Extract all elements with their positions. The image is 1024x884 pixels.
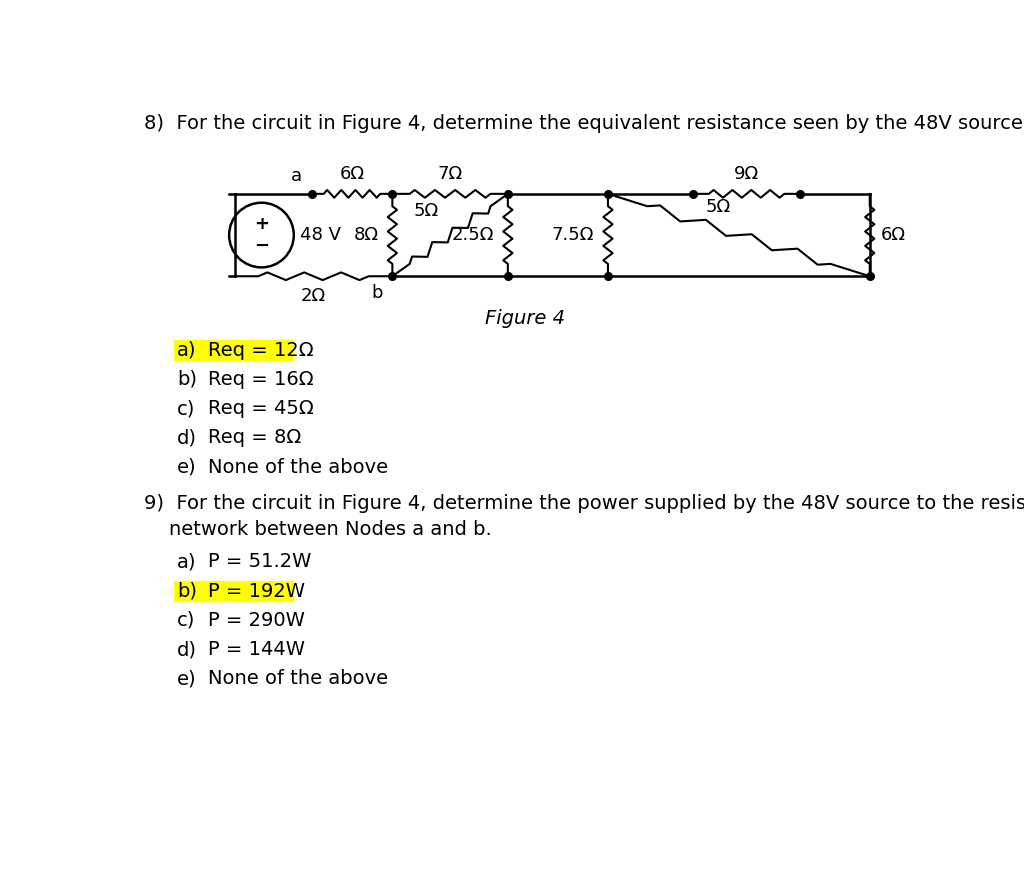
Text: 7.5Ω: 7.5Ω — [552, 226, 594, 244]
Text: e): e) — [177, 458, 197, 476]
Text: Req = 8Ω: Req = 8Ω — [208, 429, 301, 447]
Text: 2Ω: 2Ω — [301, 287, 326, 305]
Text: P = 290W: P = 290W — [208, 611, 304, 630]
Text: None of the above: None of the above — [208, 669, 388, 689]
Text: a): a) — [177, 552, 197, 571]
Text: None of the above: None of the above — [208, 458, 388, 476]
Text: b): b) — [177, 370, 197, 389]
Text: −: − — [254, 237, 269, 255]
Text: 6Ω: 6Ω — [339, 165, 365, 183]
Text: 48 V: 48 V — [300, 226, 341, 244]
Text: P = 144W: P = 144W — [208, 640, 304, 659]
Text: Req = 45Ω: Req = 45Ω — [208, 400, 313, 418]
FancyBboxPatch shape — [174, 340, 293, 360]
Text: 5Ω: 5Ω — [706, 198, 731, 216]
Text: Req = 16Ω: Req = 16Ω — [208, 370, 313, 389]
Text: b): b) — [177, 582, 197, 601]
Text: b: b — [372, 284, 383, 302]
Text: e): e) — [177, 669, 197, 689]
Text: c): c) — [177, 400, 196, 418]
Text: 9)  For the circuit in Figure 4, determine the power supplied by the 48V source : 9) For the circuit in Figure 4, determin… — [144, 494, 1024, 513]
Text: network between Nodes a and b.: network between Nodes a and b. — [144, 521, 493, 539]
Text: +: + — [254, 216, 269, 233]
Text: c): c) — [177, 611, 196, 630]
Text: 6Ω: 6Ω — [881, 226, 905, 244]
FancyBboxPatch shape — [174, 581, 293, 601]
Text: 5Ω: 5Ω — [414, 202, 438, 219]
Text: a: a — [291, 166, 302, 185]
Text: 8Ω: 8Ω — [353, 226, 379, 244]
Text: d): d) — [177, 429, 197, 447]
Text: 8)  For the circuit in Figure 4, determine the equivalent resistance seen by the: 8) For the circuit in Figure 4, determin… — [144, 114, 1024, 133]
Text: Figure 4: Figure 4 — [484, 309, 565, 328]
Text: Req = 12Ω: Req = 12Ω — [208, 340, 313, 360]
Text: d): d) — [177, 640, 197, 659]
Text: 7Ω: 7Ω — [437, 165, 463, 183]
Text: 2.5Ω: 2.5Ω — [452, 226, 494, 244]
Text: P = 51.2W: P = 51.2W — [208, 552, 311, 571]
Text: a): a) — [177, 340, 197, 360]
Text: 9Ω: 9Ω — [734, 165, 759, 183]
Text: P = 192W: P = 192W — [208, 582, 304, 601]
